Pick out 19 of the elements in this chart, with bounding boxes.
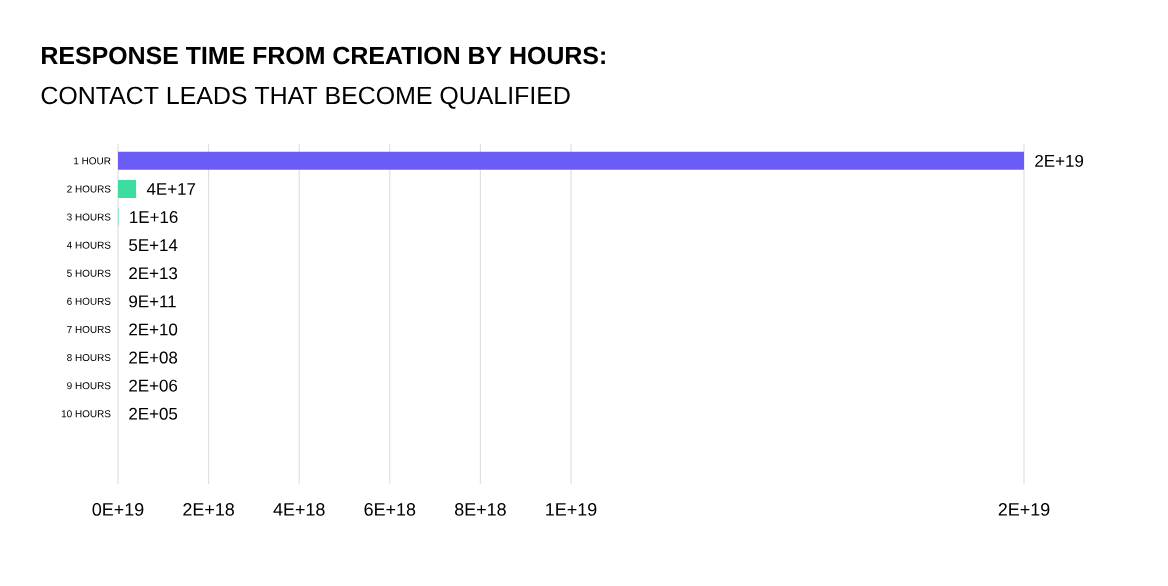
data-label: 5E+14 (129, 239, 178, 252)
data-label: 9E+11 (129, 295, 176, 308)
chart-title: RESPONSE TIME FROM CREATION BY HOURS: (42, 46, 605, 65)
x-tick-label: 2E+19 (998, 503, 1050, 516)
data-label: 1E+16 (130, 211, 178, 224)
chart-subtitle: CONTACT LEADS THAT BECOME QUALIFIED (41, 86, 570, 109)
data-label: 2E+05 (129, 407, 178, 420)
data-label: 4E+17 (146, 183, 196, 195)
x-tick-label: 2E+18 (183, 503, 234, 516)
data-label: 2E+13 (129, 267, 178, 280)
data-label: 2E+06 (129, 379, 178, 392)
x-tick-label: 0E+19 (92, 503, 144, 516)
x-tick-label: 1E+19 (546, 503, 597, 516)
data-label: 2E+10 (129, 323, 178, 336)
x-tick-label: 6E+18 (364, 503, 416, 516)
data-label: 2E+19 (1035, 154, 1084, 167)
x-tick-label: 8E+18 (455, 503, 506, 516)
x-tick-label: 4E+18 (273, 503, 325, 516)
data-label: 2E+08 (129, 351, 178, 364)
